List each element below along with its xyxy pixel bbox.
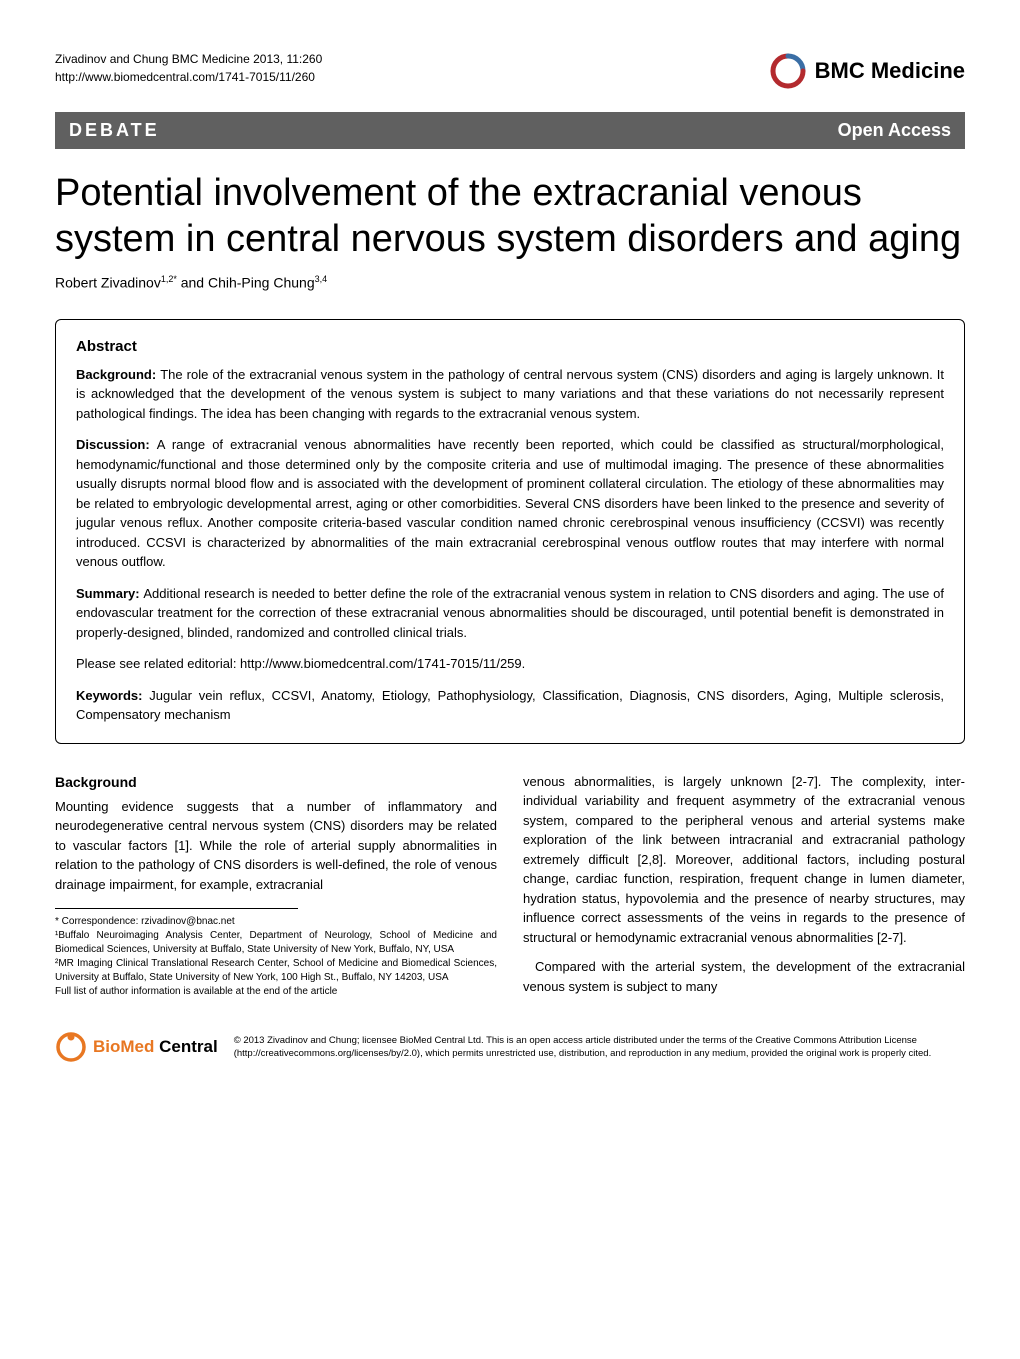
affiliation-2: ²MR Imaging Clinical Translational Resea…	[55, 957, 497, 985]
body-col2-p1: venous abnormalities, is largely unknown…	[523, 772, 965, 948]
column-left: Background Mounting evidence suggests th…	[55, 772, 497, 1000]
article-type-label: DEBATE	[69, 120, 160, 141]
abstract-keywords-text: Jugular vein reflux, CCSVI, Anatomy, Eti…	[76, 688, 944, 723]
background-heading: Background	[55, 772, 497, 793]
page-footer: BioMed Central © 2013 Zivadinov and Chun…	[55, 1025, 965, 1069]
license-text: © 2013 Zivadinov and Chung; licensee Bio…	[234, 1034, 965, 1061]
abstract-heading: Abstract	[76, 338, 944, 355]
column-right: venous abnormalities, is largely unknown…	[523, 772, 965, 1000]
correspondence-line: * Correspondence: rzivadinov@bnac.net	[55, 915, 497, 929]
abstract-editorial: Please see related editorial: http://www…	[76, 654, 944, 674]
author-1-affil: 1,2*	[161, 274, 177, 284]
citation-url: http://www.biomedcentral.com/1741-7015/1…	[55, 68, 322, 86]
journal-logo: BMC Medicine	[767, 50, 965, 92]
abstract-discussion-label: Discussion:	[76, 437, 157, 452]
footnote-separator	[55, 908, 298, 909]
author-2-affil: 3,4	[315, 274, 328, 284]
abstract-discussion-text: A range of extracranial venous abnormali…	[76, 437, 944, 569]
biomed-logo-icon	[55, 1031, 87, 1063]
authors-separator: and Chih-Ping Chung	[177, 275, 315, 291]
abstract-discussion: Discussion: A range of extracranial veno…	[76, 435, 944, 572]
author-1: Robert Zivadinov	[55, 275, 161, 291]
page-header: Zivadinov and Chung BMC Medicine 2013, 1…	[55, 50, 965, 92]
abstract-background-label: Background:	[76, 367, 160, 382]
header-citation-block: Zivadinov and Chung BMC Medicine 2013, 1…	[55, 50, 322, 86]
abstract-summary-label: Summary:	[76, 586, 143, 601]
citation-text: Zivadinov and Chung BMC Medicine 2013, 1…	[55, 50, 322, 68]
abstract-background-text: The role of the extracranial venous syst…	[76, 367, 944, 421]
footer-logo-text: BioMed Central	[93, 1037, 218, 1057]
abstract-background: Background: The role of the extracranial…	[76, 365, 944, 424]
journal-logo-text: BMC Medicine	[815, 58, 965, 84]
abstract-summary: Summary: Additional research is needed t…	[76, 584, 944, 643]
footnote-block: * Correspondence: rzivadinov@bnac.net ¹B…	[55, 915, 497, 999]
abstract-summary-text: Additional research is needed to better …	[76, 586, 944, 640]
full-author-list-note: Full list of author information is avail…	[55, 985, 497, 999]
article-title: Potential involvement of the extracrania…	[55, 171, 965, 262]
body-col1-p1: Mounting evidence suggests that a number…	[55, 797, 497, 895]
footer-logo: BioMed Central	[55, 1031, 218, 1063]
abstract-keywords-label: Keywords:	[76, 688, 149, 703]
article-type-banner: DEBATE Open Access	[55, 112, 965, 149]
open-access-label: Open Access	[838, 120, 951, 141]
abstract-box: Abstract Background: The role of the ext…	[55, 319, 965, 744]
bmc-logo-icon	[767, 50, 809, 92]
affiliation-1: ¹Buffalo Neuroimaging Analysis Center, D…	[55, 929, 497, 957]
body-columns: Background Mounting evidence suggests th…	[55, 772, 965, 1000]
abstract-keywords: Keywords: Jugular vein reflux, CCSVI, An…	[76, 686, 944, 725]
body-col2-p2: Compared with the arterial system, the d…	[523, 957, 965, 996]
authors-line: Robert Zivadinov1,2* and Chih-Ping Chung…	[55, 274, 965, 291]
